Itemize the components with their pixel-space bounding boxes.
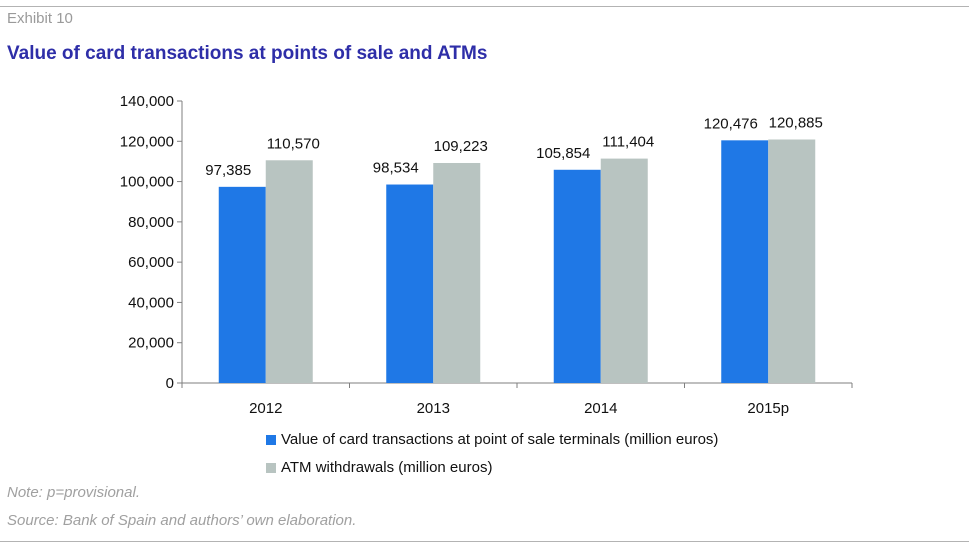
data-label-atm: 109,223 [434, 138, 488, 155]
data-label-atm: 110,570 [267, 135, 320, 152]
top-rule [0, 6, 969, 7]
bar-pos [553, 169, 601, 383]
data-label-pos: 98,534 [373, 160, 419, 177]
bar-pos [218, 186, 266, 383]
legend-label-atm: ATM withdrawals (million euros) [281, 459, 493, 476]
bar-pos [386, 184, 434, 383]
x-tick-label: 2014 [584, 400, 617, 417]
y-tick-label: 80,000 [128, 214, 174, 231]
data-label-pos: 120,476 [704, 115, 758, 132]
legend-swatch-atm [266, 462, 276, 473]
bar-atm [768, 139, 816, 383]
legend-item-pos: Value of card transactions at point of s… [266, 431, 718, 448]
y-tick-label: 60,000 [128, 254, 174, 271]
bar-atm [600, 158, 648, 383]
y-tick-label: 140,000 [120, 93, 174, 110]
x-tick-label: 2013 [417, 400, 450, 417]
data-labels: 97,385 110,570 98,534 109,223 105,854 111,404… [205, 115, 823, 179]
x-tick-label: 2015p [747, 400, 789, 417]
bar-chart: 0 20,000 40,000 60,000 80,000 100,000 120,000 1… [120, 93, 853, 417]
footnote: Note: p=provisional. [7, 484, 140, 501]
bottom-rule [0, 541, 969, 542]
bar-pos [721, 140, 769, 383]
bar-atm [265, 160, 313, 383]
data-label-atm: 111,404 [602, 134, 654, 151]
y-tick-label: 20,000 [128, 335, 174, 352]
y-tick-label: 120,000 [120, 133, 174, 150]
bar-atm [433, 162, 481, 383]
data-label-atm: 120,885 [769, 115, 823, 132]
legend-item-atm: ATM withdrawals (million euros) [266, 459, 492, 476]
y-tick-label: 40,000 [128, 294, 174, 311]
exhibit-label: Exhibit 10 [7, 10, 73, 27]
source-note: Source: Bank of Spain and authors’ own e… [7, 512, 357, 529]
y-axis: 0 20,000 40,000 60,000 80,000 100,000 120,000 1… [120, 93, 183, 392]
y-tick-label: 100,000 [120, 174, 174, 191]
legend-swatch-pos [266, 434, 276, 445]
data-label-pos: 97,385 [205, 162, 251, 179]
x-tick-label: 2012 [249, 400, 282, 417]
legend-label-pos: Value of card transactions at point of s… [281, 431, 719, 448]
bars [218, 139, 816, 383]
x-axis: 2012 2013 2014 2015p [181, 382, 853, 417]
data-label-pos: 105,854 [536, 145, 590, 162]
chart-title: Value of card transactions at points of … [7, 43, 488, 64]
y-tick-label: 0 [166, 375, 174, 392]
